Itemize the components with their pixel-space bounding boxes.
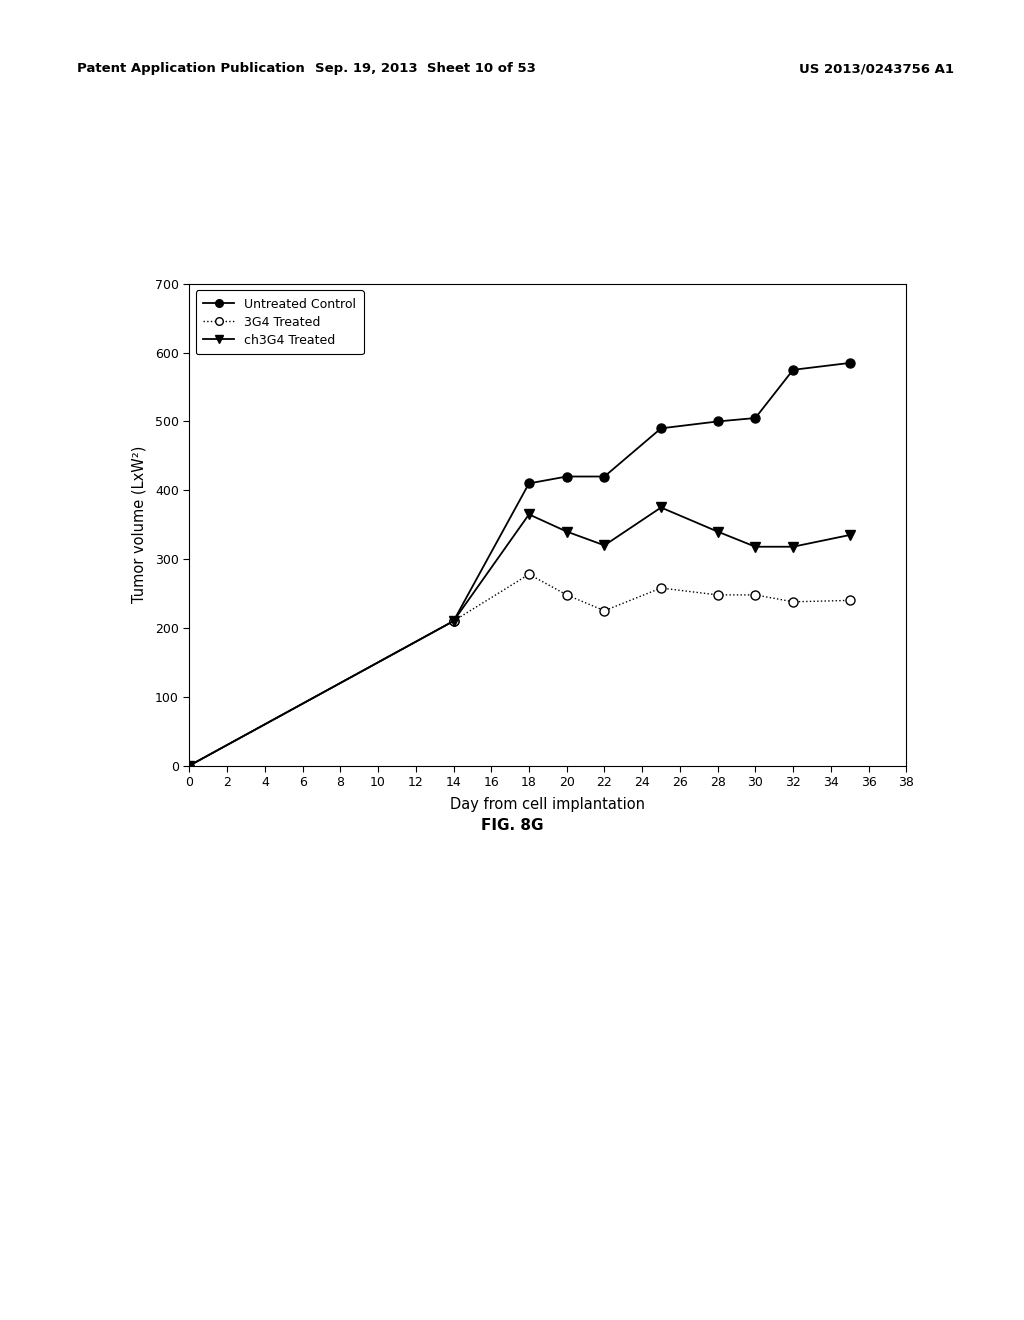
Line: ch3G4 Treated: ch3G4 Treated bbox=[184, 503, 854, 771]
Untreated Control bbox=[786, 362, 799, 378]
Text: US 2013/0243756 A1: US 2013/0243756 A1 bbox=[799, 62, 953, 75]
ch3G4 Treated bbox=[786, 539, 799, 554]
3G4 Treated bbox=[786, 594, 799, 610]
ch3G4 Treated bbox=[712, 524, 724, 540]
3G4 Treated bbox=[598, 603, 610, 619]
X-axis label: Day from cell implantation: Day from cell implantation bbox=[451, 797, 645, 812]
Untreated Control bbox=[655, 421, 668, 437]
ch3G4 Treated bbox=[447, 612, 460, 630]
ch3G4 Treated bbox=[655, 499, 668, 515]
Line: 3G4 Treated: 3G4 Treated bbox=[185, 570, 854, 770]
Untreated Control bbox=[447, 612, 460, 630]
Untreated Control bbox=[598, 469, 610, 484]
Text: FIG. 8G: FIG. 8G bbox=[480, 817, 544, 833]
3G4 Treated bbox=[844, 593, 856, 609]
Text: Sep. 19, 2013  Sheet 10 of 53: Sep. 19, 2013 Sheet 10 of 53 bbox=[314, 62, 536, 75]
3G4 Treated bbox=[447, 612, 460, 630]
ch3G4 Treated bbox=[183, 758, 196, 774]
Legend: Untreated Control, 3G4 Treated, ch3G4 Treated: Untreated Control, 3G4 Treated, ch3G4 Tr… bbox=[196, 290, 364, 354]
ch3G4 Treated bbox=[523, 507, 536, 523]
3G4 Treated bbox=[750, 587, 762, 603]
ch3G4 Treated bbox=[750, 539, 762, 554]
Untreated Control bbox=[844, 355, 856, 371]
Untreated Control bbox=[523, 475, 536, 491]
3G4 Treated bbox=[183, 758, 196, 774]
3G4 Treated bbox=[560, 587, 572, 603]
3G4 Treated bbox=[712, 587, 724, 603]
ch3G4 Treated bbox=[598, 537, 610, 553]
3G4 Treated bbox=[523, 566, 536, 582]
Untreated Control bbox=[750, 411, 762, 426]
Line: Untreated Control: Untreated Control bbox=[185, 359, 854, 770]
Untreated Control bbox=[712, 413, 724, 429]
3G4 Treated bbox=[655, 579, 668, 595]
Untreated Control bbox=[183, 758, 196, 774]
ch3G4 Treated bbox=[560, 524, 572, 540]
Untreated Control bbox=[560, 469, 572, 484]
Y-axis label: Tumor volume (LxW²): Tumor volume (LxW²) bbox=[132, 446, 146, 603]
Text: Patent Application Publication: Patent Application Publication bbox=[77, 62, 304, 75]
ch3G4 Treated bbox=[844, 527, 856, 543]
